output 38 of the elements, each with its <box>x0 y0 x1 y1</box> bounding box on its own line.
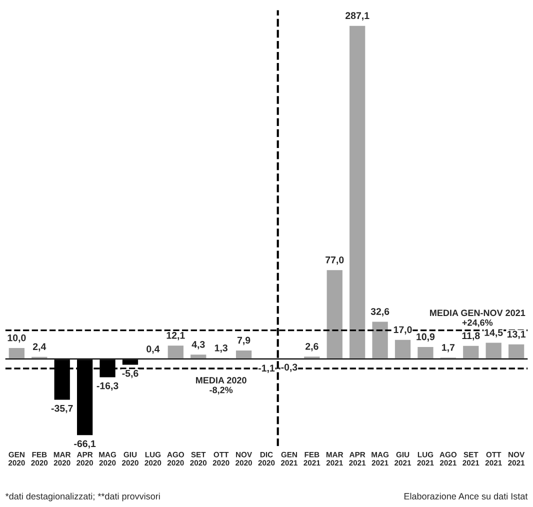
data-label: 13,1 <box>507 330 526 340</box>
data-label: 1,7 <box>442 344 455 352</box>
bar <box>7 346 26 360</box>
bar <box>462 344 480 360</box>
bar <box>348 24 367 360</box>
bar <box>394 338 412 360</box>
bar <box>416 346 435 360</box>
bar <box>484 341 503 360</box>
data-label: 11,8 <box>462 332 480 341</box>
data-label: 14,5 <box>484 329 503 338</box>
data-label: 77,0 <box>326 256 344 265</box>
data-label: 12,1 <box>166 332 185 340</box>
bar <box>234 349 253 360</box>
bar <box>166 344 185 360</box>
data-label: -1,1 <box>258 364 275 373</box>
data-label: 2,4 <box>32 343 46 352</box>
data-label: 0,4 <box>146 346 160 354</box>
text: Elaborazione Ance su dati Istat <box>404 492 528 500</box>
data-label: -5,6 <box>122 370 138 378</box>
data-label: -35,7 <box>51 404 73 414</box>
bar <box>325 268 344 360</box>
data-label: -0,3 <box>281 364 298 372</box>
data-label: 10,9 <box>416 333 435 342</box>
data-label: -66,1 <box>74 440 96 449</box>
data-label: 1,3 <box>214 344 228 353</box>
ref-line-label: MEDIA 2020 -8,2% <box>196 377 246 394</box>
data-label: 32,6 <box>370 308 390 316</box>
data-label: 287,1 <box>346 12 370 20</box>
data-label: 4,3 <box>192 340 205 350</box>
data-label: 2,6 <box>306 342 318 352</box>
text: *dati destagionalizzati; **dati provvisori <box>5 492 160 502</box>
data-label: 17,0 <box>394 326 412 335</box>
data-label: 7,9 <box>237 336 250 346</box>
data-label: 10,0 <box>8 334 26 343</box>
ref-line-label: MEDIA GEN-NOV 2021 +24,6% <box>430 310 526 328</box>
bar <box>507 343 526 360</box>
data-label: -16,3 <box>96 382 118 391</box>
bar <box>370 320 390 360</box>
